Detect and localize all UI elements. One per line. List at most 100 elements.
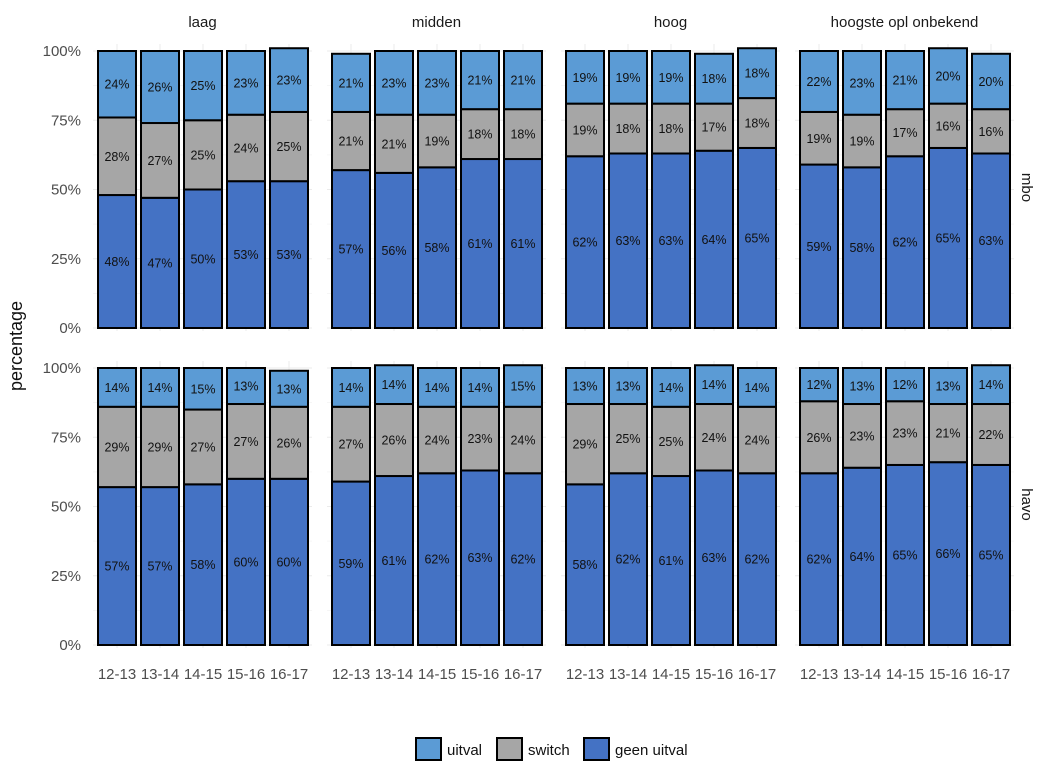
bar-segment-geen-uitval: [799, 472, 839, 647]
data-label: 24%: [510, 434, 535, 448]
data-label: 61%: [381, 554, 406, 568]
bar-segment-geen-uitval: [799, 163, 839, 329]
data-label: 25%: [658, 435, 683, 449]
y-tick-label: 0%: [59, 320, 81, 337]
data-label: 25%: [615, 432, 640, 446]
legend-label: uitval: [447, 742, 482, 759]
bar-segment-uitval: [226, 50, 266, 116]
bar-segment-uitval: [885, 50, 925, 111]
bar-segment-geen-uitval: [226, 477, 266, 646]
data-label: 62%: [806, 553, 831, 567]
data-label: 25%: [190, 79, 215, 93]
bar-segment-switch: [842, 403, 882, 469]
data-label: 19%: [572, 123, 597, 137]
data-label: 27%: [147, 154, 172, 168]
data-label: 59%: [806, 240, 831, 254]
data-label: 19%: [424, 135, 449, 149]
bar-segment-uitval: [417, 50, 457, 116]
x-tick-label: 16-17: [738, 666, 776, 683]
bar-segment-uitval: [971, 364, 1011, 406]
bar-segment-switch: [374, 403, 414, 478]
x-tick-label: 13-14: [141, 666, 179, 683]
data-label: 14%: [381, 378, 406, 392]
x-tick-label: 13-14: [609, 666, 647, 683]
data-label: 60%: [233, 555, 258, 569]
data-label: 23%: [381, 76, 406, 90]
bar-segment-uitval: [971, 52, 1011, 111]
bar-segment-switch: [226, 113, 266, 183]
data-label: 14%: [658, 381, 683, 395]
data-label: 24%: [233, 141, 258, 155]
data-label: 23%: [276, 74, 301, 88]
bar-segment-switch: [799, 110, 839, 166]
data-label: 62%: [424, 553, 449, 567]
data-label: 21%: [510, 74, 535, 88]
data-label: 61%: [467, 237, 492, 251]
data-label: 53%: [276, 248, 301, 262]
bar-segment-uitval: [183, 50, 223, 122]
bar-segment-geen-uitval: [503, 472, 543, 647]
bar-segment-uitval: [97, 367, 137, 408]
x-tick-label: 12-13: [566, 666, 604, 683]
data-label: 21%: [381, 137, 406, 151]
data-label: 61%: [510, 237, 535, 251]
y-tick-label: 50%: [51, 182, 81, 199]
bar-segment-geen-uitval: [971, 152, 1011, 329]
bar-segment-uitval: [226, 367, 266, 406]
bar-segment-uitval: [374, 364, 414, 406]
x-tick-label: 15-16: [461, 666, 499, 683]
data-label: 29%: [572, 438, 597, 452]
data-label: 18%: [701, 72, 726, 86]
data-label: 24%: [104, 78, 129, 92]
bar-segment-uitval: [331, 52, 371, 113]
data-label: 16%: [978, 125, 1003, 139]
data-label: 26%: [147, 81, 172, 95]
bar-segment-geen-uitval: [694, 469, 734, 646]
legend-label: geen uitval: [615, 742, 688, 759]
x-tick-label: 16-17: [270, 666, 308, 683]
bar-segment-switch: [608, 403, 648, 475]
data-label: 12%: [806, 378, 831, 392]
bar-segment-geen-uitval: [417, 472, 457, 647]
data-label: 14%: [104, 381, 129, 395]
bar-segment-uitval: [694, 52, 734, 105]
bar-segment-geen-uitval: [417, 166, 457, 329]
bar-segment-geen-uitval: [374, 171, 414, 329]
x-tick-label: 12-13: [800, 666, 838, 683]
bar-segment-uitval: [608, 50, 648, 105]
data-label: 25%: [190, 148, 215, 162]
legend-key-switch: [496, 737, 523, 761]
data-label: 23%: [467, 432, 492, 446]
data-label: 58%: [849, 241, 874, 255]
data-label: 64%: [849, 550, 874, 564]
y-tick-label: 50%: [51, 499, 81, 516]
data-label: 60%: [276, 555, 301, 569]
data-label: 13%: [233, 380, 258, 394]
bar-segment-switch: [737, 97, 777, 149]
data-label: 20%: [978, 75, 1003, 89]
bar-segment-switch: [331, 110, 371, 172]
data-label: 50%: [190, 252, 215, 266]
data-label: 63%: [615, 234, 640, 248]
data-label: 17%: [892, 126, 917, 140]
x-tick-label: 15-16: [929, 666, 967, 683]
x-tick-label: 16-17: [504, 666, 542, 683]
bar-segment-uitval: [503, 364, 543, 408]
data-label: 65%: [978, 548, 1003, 562]
bar-segment-switch: [97, 116, 137, 197]
x-tick-label: 15-16: [227, 666, 265, 683]
data-label: 14%: [701, 378, 726, 392]
bar-segment-uitval: [842, 367, 882, 406]
data-label: 24%: [744, 434, 769, 448]
y-tick-label: 25%: [51, 251, 81, 268]
bar-segment-switch: [737, 405, 777, 475]
bar-segment-switch: [971, 108, 1011, 155]
facet-column-label: hoog: [654, 14, 687, 31]
data-label: 65%: [935, 231, 960, 245]
data-label: 23%: [849, 76, 874, 90]
bar-segment-geen-uitval: [842, 466, 882, 646]
data-label: 65%: [892, 548, 917, 562]
bar-segment-geen-uitval: [374, 475, 414, 646]
data-label: 48%: [104, 255, 129, 269]
